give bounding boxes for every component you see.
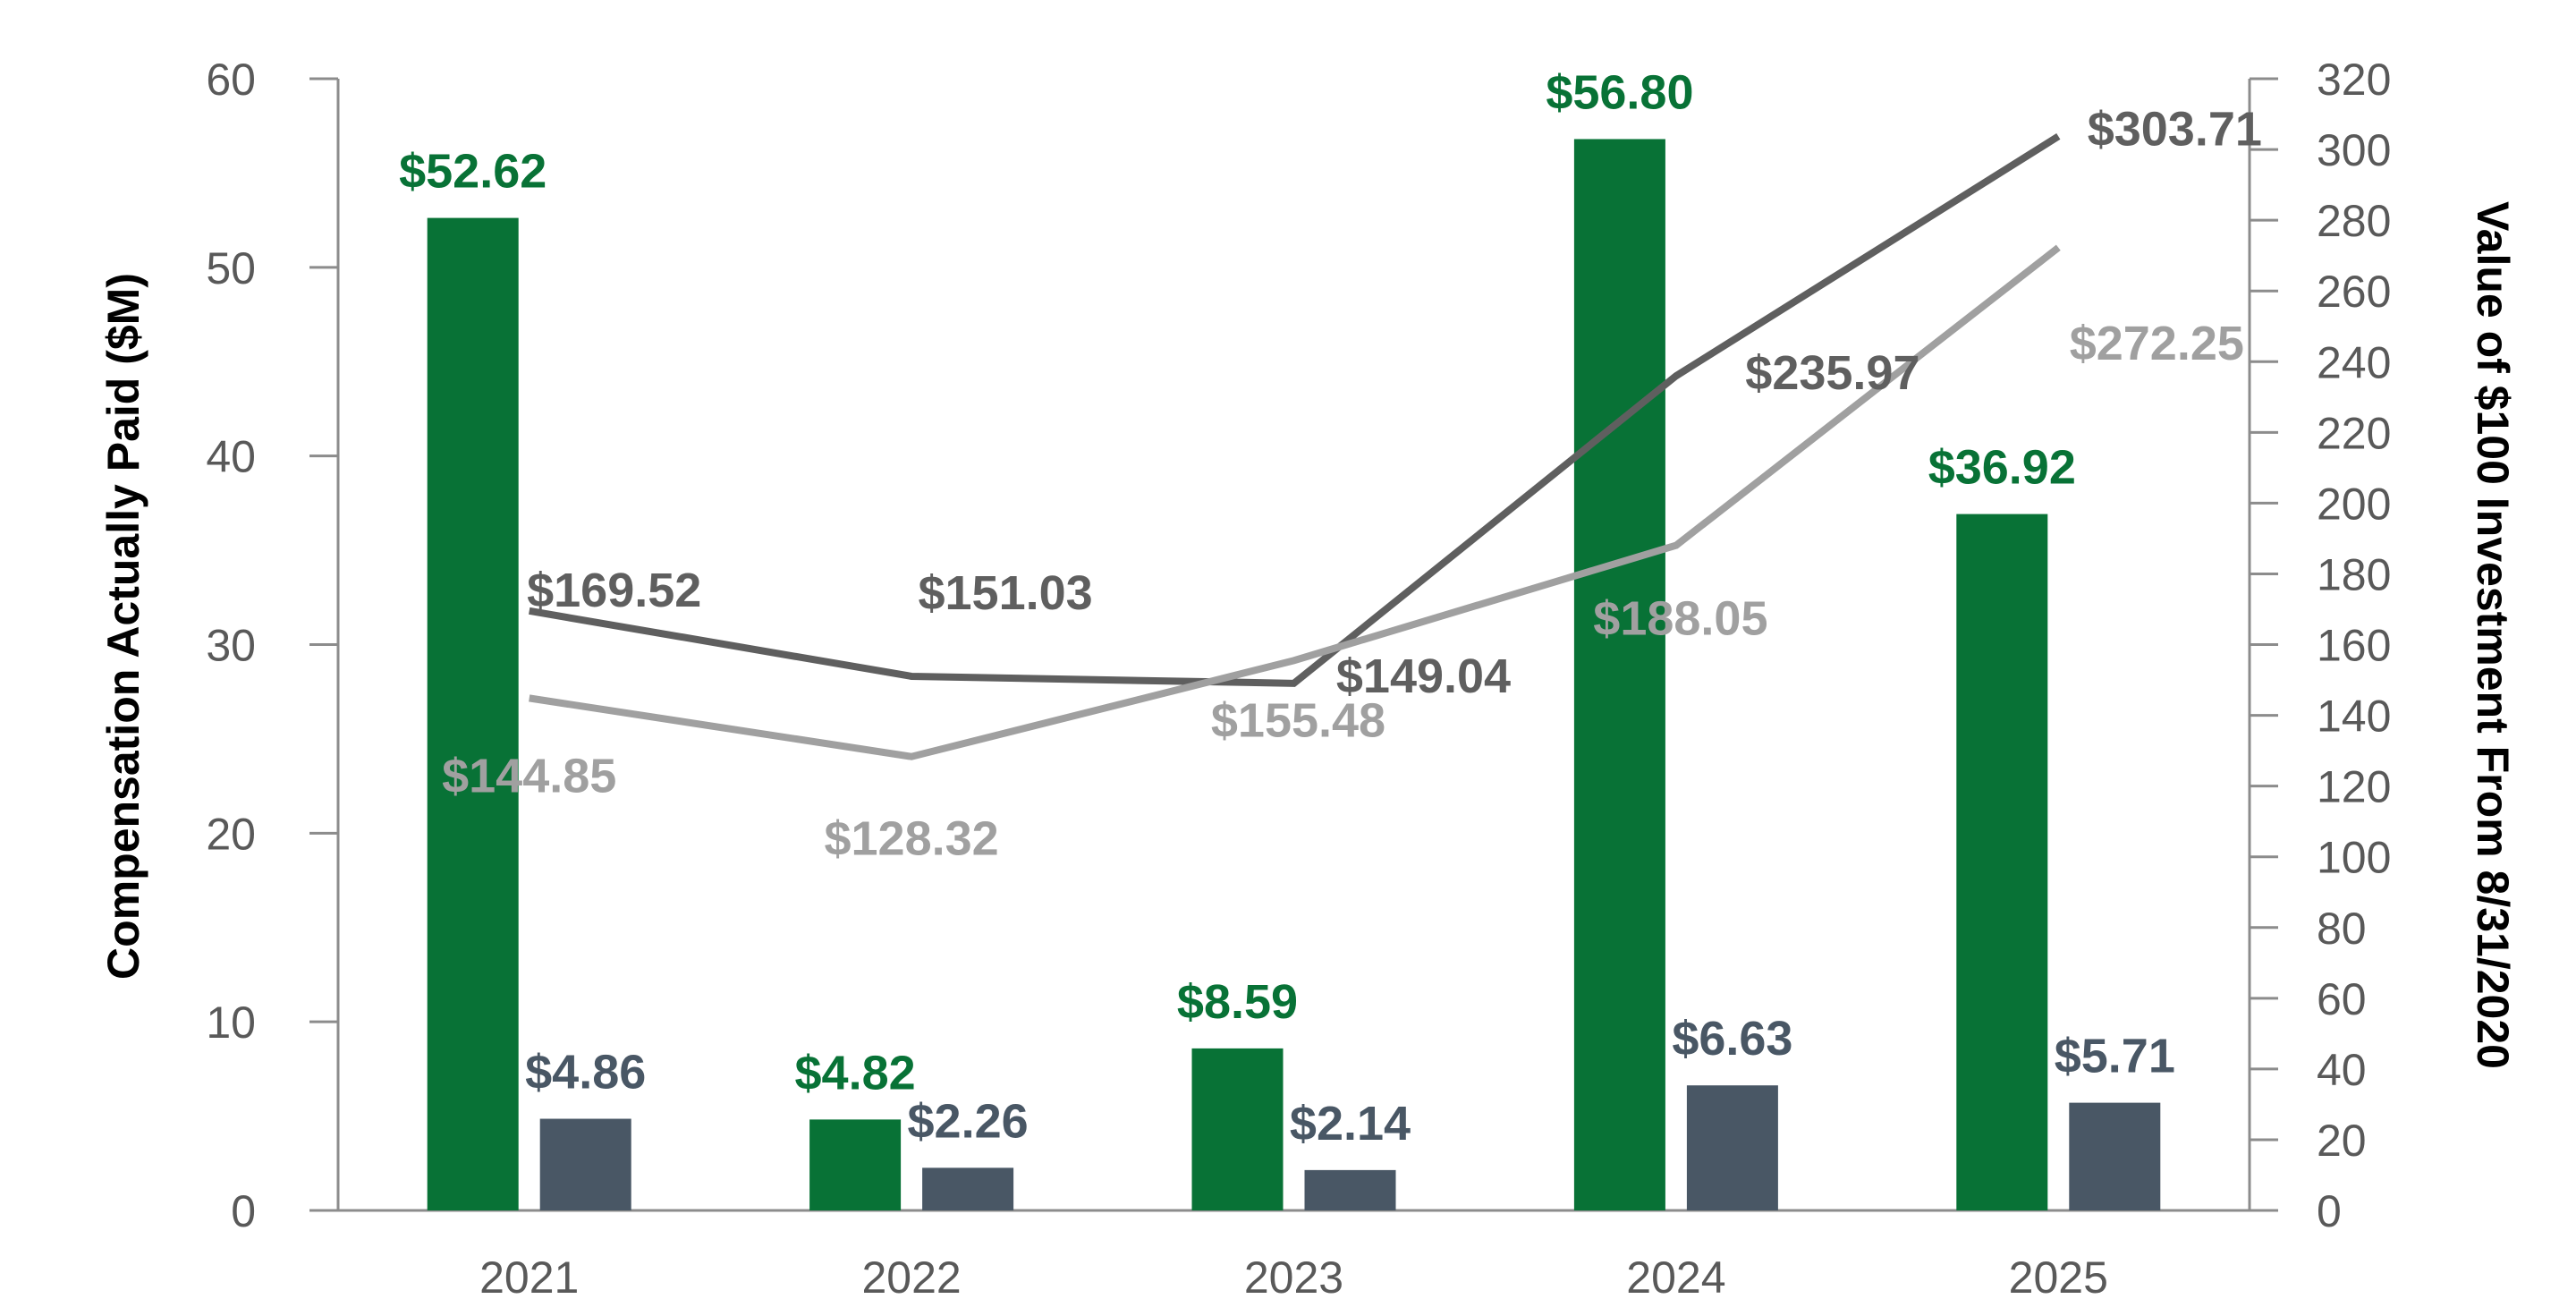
left-tick-label: 50 [206,243,256,293]
bars [427,139,2161,1211]
bar-value-label: $56.80 [1546,65,1693,119]
bar-green-2025 [1956,514,2048,1210]
line-value-label: $188.05 [1593,592,1767,646]
line-value-label: $128.32 [824,812,998,866]
right-tick-label: 160 [2317,621,2391,671]
right-tick-label: 60 [2317,974,2367,1024]
bar-gray-2024 [1686,1085,1778,1210]
y2-axis-title: Value of $100 Investment From 8/31/2020 [2468,201,2518,1069]
left-tick-label: 10 [206,998,256,1048]
right-tick-label: 100 [2317,833,2391,883]
line-value-label: $272.25 [2070,317,2244,370]
line-value-label: $149.04 [1336,650,1511,703]
left-tick-label: 20 [206,809,256,859]
line-series-light [529,244,2061,760]
right-tick-label: 80 [2317,904,2367,954]
right-tick-label: 260 [2317,267,2391,317]
bar-green-2024 [1573,139,1665,1210]
line-series-dark [529,133,2061,687]
x-tick-label: 2024 [1626,1252,1725,1299]
right-tick-label: 300 [2317,125,2391,175]
line-value-label: $235.97 [1745,346,1919,400]
right-axis-ticks: 0 20 40 60 80 100 120 140 160 180 200 220 240 260 280 3… [2250,55,2391,1236]
left-tick-label: 30 [206,621,256,671]
bar-gray-2025 [2069,1102,2161,1210]
right-tick-label: 40 [2317,1045,2367,1095]
right-tick-label: 280 [2317,196,2391,246]
bar-value-label: $5.71 [2055,1030,2175,1083]
right-tick-label: 200 [2317,479,2391,529]
axes [336,79,2251,1212]
bar-gray-2021 [539,1118,631,1210]
bar-value-label: $4.82 [795,1046,916,1099]
x-tick-label: 2021 [479,1252,579,1299]
y-axis-title: Compensation Actually Paid ($M) [98,273,148,980]
line-value-label: $155.48 [1211,693,1385,747]
bar-value-label: $8.59 [1177,975,1298,1029]
bar-value-label: $6.63 [1672,1012,1792,1066]
bar-gray-2023 [1304,1169,1396,1210]
bar-green-2022 [809,1119,902,1210]
right-tick-label: 140 [2317,692,2391,742]
right-tick-label: 180 [2317,549,2391,599]
bar-green-2021 [427,217,519,1211]
value-labels: $52.62 $4.82 $8.59 $56.80 $36.92 $4.86 $2.26 $2… [399,65,2262,1150]
right-tick-label: 240 [2317,337,2391,387]
bar-value-label: $2.26 [908,1094,1029,1148]
bar-value-label: $4.86 [525,1046,646,1099]
lines [529,133,2061,760]
bar-gray-2022 [922,1167,1014,1210]
line-value-label: $169.52 [527,564,701,617]
x-axis-labels: 2021 2022 2023 2024 2025 [479,1252,2108,1299]
right-tick-label: 0 [2317,1186,2342,1236]
line-value-label: $144.85 [442,749,616,802]
x-tick-label: 2023 [1244,1252,1343,1299]
right-tick-label: 20 [2317,1116,2367,1166]
right-tick-label: 320 [2317,55,2391,105]
right-tick-label: 120 [2317,762,2391,812]
left-axis-ticks: 0 10 20 30 40 50 60 [206,55,338,1236]
bar-value-label: $36.92 [1928,441,2076,495]
line-value-label: $151.03 [918,566,1092,620]
left-tick-label: 60 [206,55,256,105]
x-tick-label: 2025 [2009,1252,2108,1299]
bar-value-label: $2.14 [1290,1097,1411,1150]
x-tick-label: 2022 [861,1252,961,1299]
right-tick-label: 220 [2317,408,2391,458]
line-value-label: $303.71 [2088,102,2262,156]
bar-value-label: $52.62 [399,145,547,199]
left-tick-label: 40 [206,432,256,482]
left-tick-label: 0 [231,1186,256,1236]
bar-green-2023 [1191,1048,1284,1210]
